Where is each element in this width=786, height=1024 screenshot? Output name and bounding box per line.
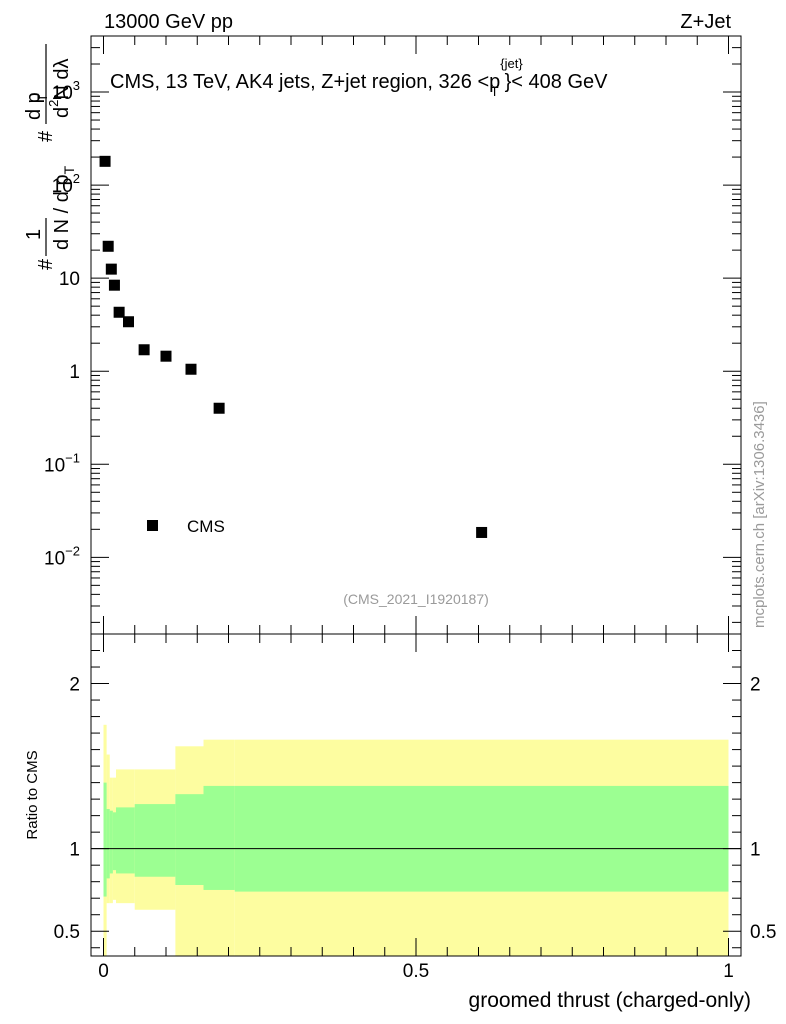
inner-band-bin: [134, 804, 176, 877]
svg-text:#: #: [35, 258, 57, 270]
svg-text:1: 1: [23, 229, 45, 240]
data-point: [160, 350, 172, 362]
header-energy: 13000 GeV pp: [104, 11, 233, 33]
ratio-y-axis-label: Ratio to CMS: [24, 750, 41, 839]
legend-marker: [147, 520, 158, 531]
main-y-tick-labels: 10−2 10−1 1 10 102 103: [44, 78, 80, 569]
uncertainty-bands: [103, 724, 729, 956]
x-tick-label: 1: [723, 961, 734, 982]
inner-band-bin: [234, 785, 729, 892]
ratio-y-tick-label-left: 0.5: [54, 922, 80, 943]
ratio-axis-ticks: [91, 634, 741, 956]
svg-text:d p: d p: [23, 92, 45, 120]
ratio-panel: 0.5 0.5 1 1 2 2 0 0.5 1: [54, 633, 777, 982]
inner-band-bin: [203, 785, 235, 890]
svg-text:d N / d pT: d N / d pT: [51, 165, 77, 250]
svg-text:#: #: [35, 130, 57, 142]
data-point: [476, 526, 488, 538]
data-point: [213, 402, 225, 414]
y-tick-label: 1: [69, 362, 80, 383]
x-tick-label: 0: [98, 961, 109, 982]
data-point: [99, 155, 111, 167]
data-point: [102, 240, 114, 252]
watermark: mcplots.cern.ch [arXiv:1306.3436]: [751, 401, 768, 628]
ratio-y-tick-label-right: 2: [750, 675, 761, 696]
data-point: [105, 263, 117, 275]
inner-band-bin: [103, 782, 107, 897]
inner-band-bin: [109, 810, 113, 874]
data-points: [99, 155, 488, 538]
inner-band-bin: [116, 807, 135, 874]
svg-text:T: T: [34, 93, 50, 102]
plot-title: CMS, 13 TeV, AK4 jets, Z+jet region, 326…: [110, 56, 608, 99]
x-axis-label: groomed thrust (charged-only): [469, 989, 751, 1012]
svg-text:d2N dλ: d2N dλ: [46, 59, 73, 119]
main-panel: 10−2 10−1 1 10 102 103 CMS, 13 TeV, AK4 jets,…: [44, 35, 742, 635]
legend-label: CMS: [187, 517, 225, 536]
data-point: [113, 306, 125, 318]
analysis-id: (CMS_2021_I1920187): [343, 591, 489, 607]
header-process: Z+Jet: [680, 11, 731, 33]
main-y-axis-label: # 1 d N / d pT # d p T d2N dλ: [23, 44, 77, 270]
data-point: [123, 316, 134, 328]
ratio-y-tick-label-left: 2: [69, 675, 80, 696]
inner-band-bin: [106, 809, 110, 879]
y-tick-label: 10: [59, 269, 80, 290]
ratio-y-tick-label-right: 1: [750, 840, 761, 861]
y-tick-label: 102: [52, 171, 80, 197]
inner-band-bin: [175, 794, 204, 885]
y-tick-label: 10−1: [44, 450, 80, 476]
main-axis-ticks: [91, 35, 741, 634]
title-sub: T: [491, 84, 499, 99]
ratio-y-tick-label-left: 1: [69, 840, 80, 861]
data-point: [108, 279, 120, 291]
title-text: CMS, 13 TeV, AK4 jets, Z+jet region, 326…: [110, 71, 500, 93]
title-tail: }< 408 GeV: [505, 71, 609, 93]
data-point: [185, 363, 197, 375]
ratio-y-tick-label-right: 0.5: [750, 922, 776, 943]
main-panel-frame: [90, 35, 742, 635]
x-tick-label: 0.5: [403, 961, 429, 982]
data-point: [138, 344, 150, 356]
ratio-tick-labels: 0.5 0.5 1 1 2 2 0 0.5 1: [54, 675, 777, 982]
inner-band-bin: [112, 812, 116, 871]
y-tick-label: 103: [52, 78, 80, 104]
title-sup: {jet}: [500, 56, 523, 71]
y-tick-label: 10−2: [44, 543, 80, 569]
